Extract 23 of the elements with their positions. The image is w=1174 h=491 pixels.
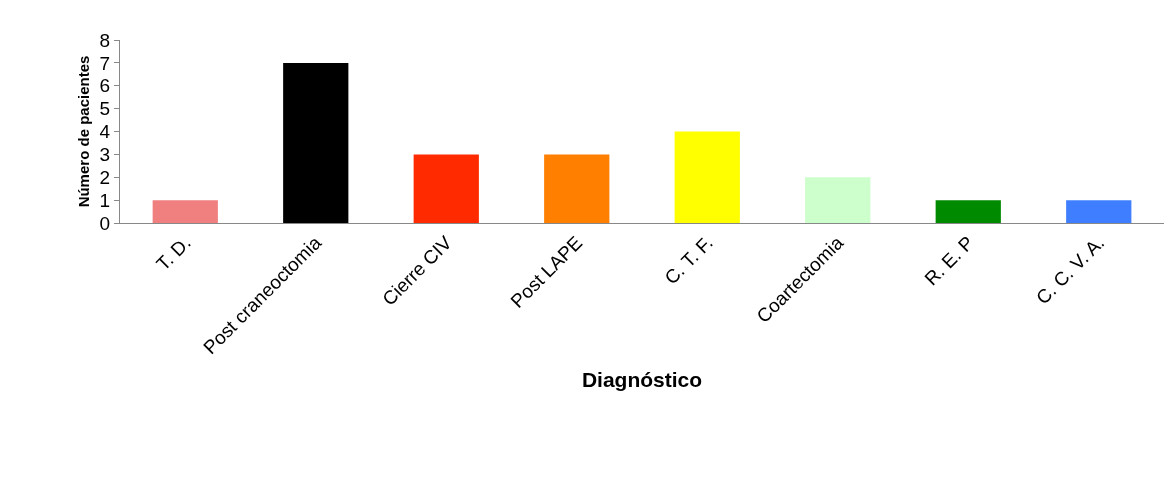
y-tick-label: 8 [99,29,111,51]
y-tick-label: 7 [99,52,111,74]
bar [805,177,871,223]
y-tick-label: 2 [99,166,111,188]
x-tick-label: C. C. V. A. [1031,232,1109,309]
y-tick-label: 4 [99,121,111,143]
y-tick-label: 1 [99,189,111,211]
x-tick-label: T. D. [152,232,195,275]
bar [152,200,218,223]
y-tick-label: 6 [99,75,111,97]
y-axis-title: Número de pacientes [74,55,92,208]
y-tick-label: 3 [99,144,111,166]
x-tick-label: R. E. P [920,232,978,290]
x-axis-title: Diagnóstico [581,368,703,392]
x-tick-label: C. T. F. [660,232,717,289]
bar [1066,200,1132,223]
bar [544,154,610,223]
bar [283,62,349,223]
y-tick-label: 0 [99,212,111,234]
y-tick-label: 5 [99,98,111,120]
bar [413,154,479,223]
bar [935,200,1001,223]
bar [674,131,740,223]
